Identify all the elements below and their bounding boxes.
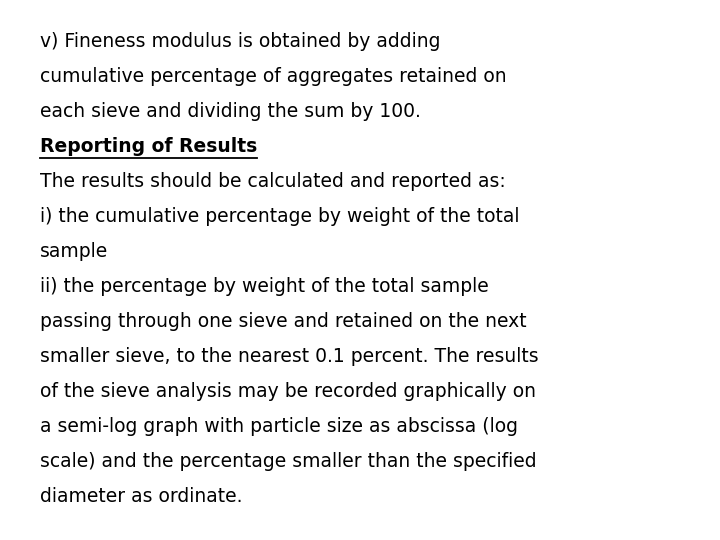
Text: of the sieve analysis may be recorded graphically on: of the sieve analysis may be recorded gr…	[40, 382, 536, 401]
Text: v) Fineness modulus is obtained by adding: v) Fineness modulus is obtained by addin…	[40, 32, 440, 51]
Text: smaller sieve, to the nearest 0.1 percent. The results: smaller sieve, to the nearest 0.1 percen…	[40, 347, 539, 366]
Text: cumulative percentage of aggregates retained on: cumulative percentage of aggregates reta…	[40, 67, 506, 86]
Text: The results should be calculated and reported as:: The results should be calculated and rep…	[40, 172, 505, 191]
Text: a semi-log graph with particle size as abscissa (log: a semi-log graph with particle size as a…	[40, 417, 518, 436]
Text: each sieve and dividing the sum by 100.: each sieve and dividing the sum by 100.	[40, 102, 420, 121]
Text: ii) the percentage by weight of the total sample: ii) the percentage by weight of the tota…	[40, 277, 488, 296]
Text: diameter as ordinate.: diameter as ordinate.	[40, 487, 242, 506]
Text: scale) and the percentage smaller than the specified: scale) and the percentage smaller than t…	[40, 452, 536, 471]
Text: passing through one sieve and retained on the next: passing through one sieve and retained o…	[40, 312, 526, 331]
Text: i) the cumulative percentage by weight of the total: i) the cumulative percentage by weight o…	[40, 207, 519, 226]
Text: sample: sample	[40, 242, 108, 261]
Text: Reporting of Results: Reporting of Results	[40, 137, 257, 156]
